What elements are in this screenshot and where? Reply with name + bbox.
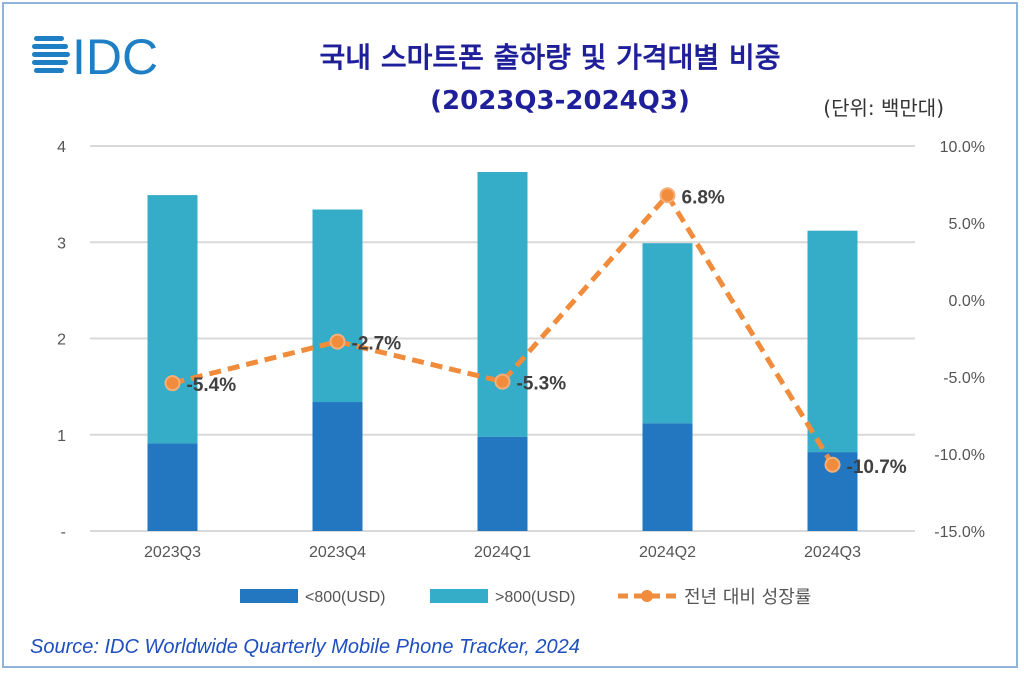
logo-text: IDC	[72, 30, 158, 82]
bar-low-2023Q3	[147, 443, 198, 531]
chart-subtitle: (2023Q3-2024Q3)	[430, 86, 690, 116]
y-tick-label: 2	[57, 332, 66, 349]
growth-data-label: -2.7%	[352, 334, 402, 355]
growth-line	[171, 191, 835, 467]
y-tick-label: -	[61, 524, 66, 541]
chart-title: 국내 스마트폰 출하량 및 가격대별 비중	[319, 41, 781, 74]
y2-tick-label: -10.0%	[934, 447, 985, 464]
x-tick-label: 2024Q3	[804, 544, 861, 561]
growth-data-label: -5.4%	[187, 375, 237, 396]
growth-data-label: -10.7%	[847, 457, 907, 478]
bar-low-2024Q2	[642, 423, 693, 531]
y2-tick-label: 5.0%	[949, 216, 985, 233]
y-tick-label: 1	[57, 428, 66, 445]
y2-tick-label: 0.0%	[949, 293, 985, 310]
bar-low-2024Q1	[477, 436, 528, 531]
x-tick-label: 2024Q1	[474, 544, 531, 561]
bar-high-2023Q3	[147, 195, 198, 444]
idc-logo: IDC	[32, 29, 182, 87]
y-tick-label: 4	[57, 139, 66, 156]
legend-marker-growth	[641, 590, 653, 602]
y2-tick-label: -5.0%	[943, 370, 985, 387]
growth-data-label: -5.3%	[517, 374, 567, 395]
unit-label: (단위: 백만대)	[823, 96, 944, 120]
bar-high-2024Q2	[642, 243, 693, 424]
y-tick-label: 3	[57, 235, 66, 252]
x-tick-label: 2024Q2	[639, 544, 696, 561]
legend-swatch-low	[240, 589, 298, 603]
growth-point	[824, 456, 841, 473]
growth-point	[659, 187, 676, 204]
growth-point	[494, 373, 511, 390]
legend-label-high: >800(USD)	[495, 589, 575, 606]
growth-point	[329, 333, 346, 350]
legend-label-growth: 전년 대비 성장률	[684, 587, 811, 608]
source-note: Source: IDC Worldwide Quarterly Mobile P…	[30, 636, 580, 658]
growth-data-label: 6.8%	[682, 187, 725, 208]
bar-high-2024Q1	[477, 171, 528, 437]
legend-label-low: <800(USD)	[305, 589, 385, 606]
bar-high-2024Q3	[807, 230, 858, 453]
y2-tick-label: -15.0%	[934, 524, 985, 541]
x-tick-label: 2023Q4	[309, 544, 366, 561]
x-tick-label: 2023Q3	[144, 544, 201, 561]
y2-tick-label: 10.0%	[940, 139, 985, 156]
bar-high-2023Q4	[312, 209, 363, 403]
growth-point	[164, 375, 181, 392]
bar-low-2023Q4	[312, 402, 363, 531]
legend-swatch-high	[430, 589, 488, 603]
